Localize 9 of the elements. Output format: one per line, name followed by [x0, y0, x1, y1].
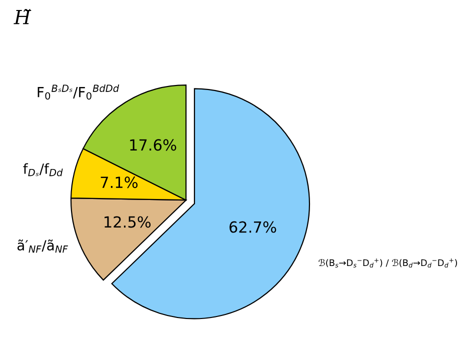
chart-title: H̃	[14, 9, 32, 24]
data-label: 62.7%	[230, 221, 276, 233]
data-label: 12.5%	[104, 216, 151, 228]
slice-label: ã′$_{NF}$/ã$_{NF}$	[17, 240, 68, 253]
data-label: 17.6%	[130, 139, 176, 151]
data-label: 7.1%	[100, 176, 138, 188]
category-label: ℬ(B$_{s}$→D$_{s}$$^{−}$D$_{d}$$^{+}$) / ℬ(B$_{d}$→D$_{d}$$^{−}$D$_{d}$$^{+}$)	[318, 258, 457, 268]
slice-label: F$_{0}$$^{BₛDₛ}$/F$_{0}$$^{BdDd}$	[38, 84, 120, 100]
slice-label: f$_{Dₛ}$/f$_{Dd}$	[23, 163, 63, 176]
